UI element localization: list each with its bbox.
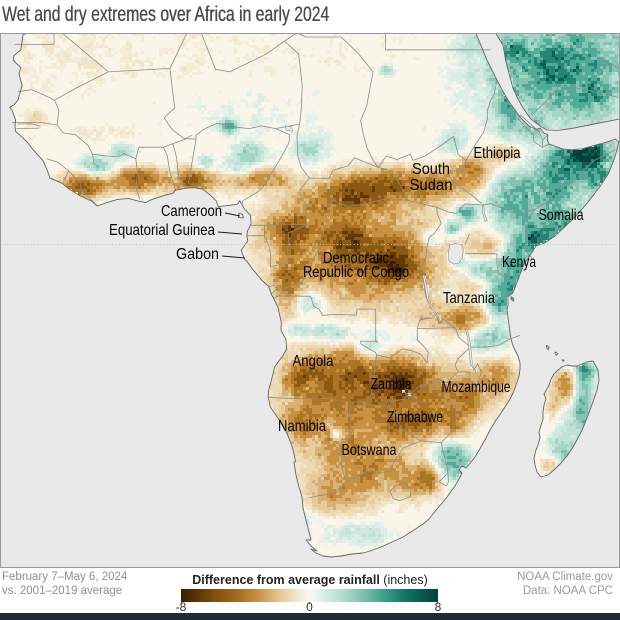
svg-text:Angola: Angola [293,353,334,370]
svg-text:Sudan: Sudan [410,177,453,194]
svg-text:Kenya: Kenya [502,254,536,271]
svg-text:Ethiopia: Ethiopia [474,145,521,162]
svg-text:Botswana: Botswana [342,442,397,459]
svg-text:Namibia: Namibia [278,418,326,435]
svg-text:Zambia: Zambia [371,376,412,393]
svg-text:Gabon: Gabon [176,246,219,263]
svg-text:Democratic: Democratic [323,250,389,267]
svg-text:Tanzania: Tanzania [443,290,495,307]
svg-text:Equatorial Guinea: Equatorial Guinea [109,222,215,239]
svg-text:Zimbabwe: Zimbabwe [387,409,443,426]
svg-text:Republic of Congo: Republic of Congo [303,264,409,281]
svg-text:Cameroon: Cameroon [161,203,222,220]
svg-text:South: South [412,161,450,178]
svg-text:Mozambique: Mozambique [442,379,511,396]
svg-text:Somalia: Somalia [539,207,584,224]
